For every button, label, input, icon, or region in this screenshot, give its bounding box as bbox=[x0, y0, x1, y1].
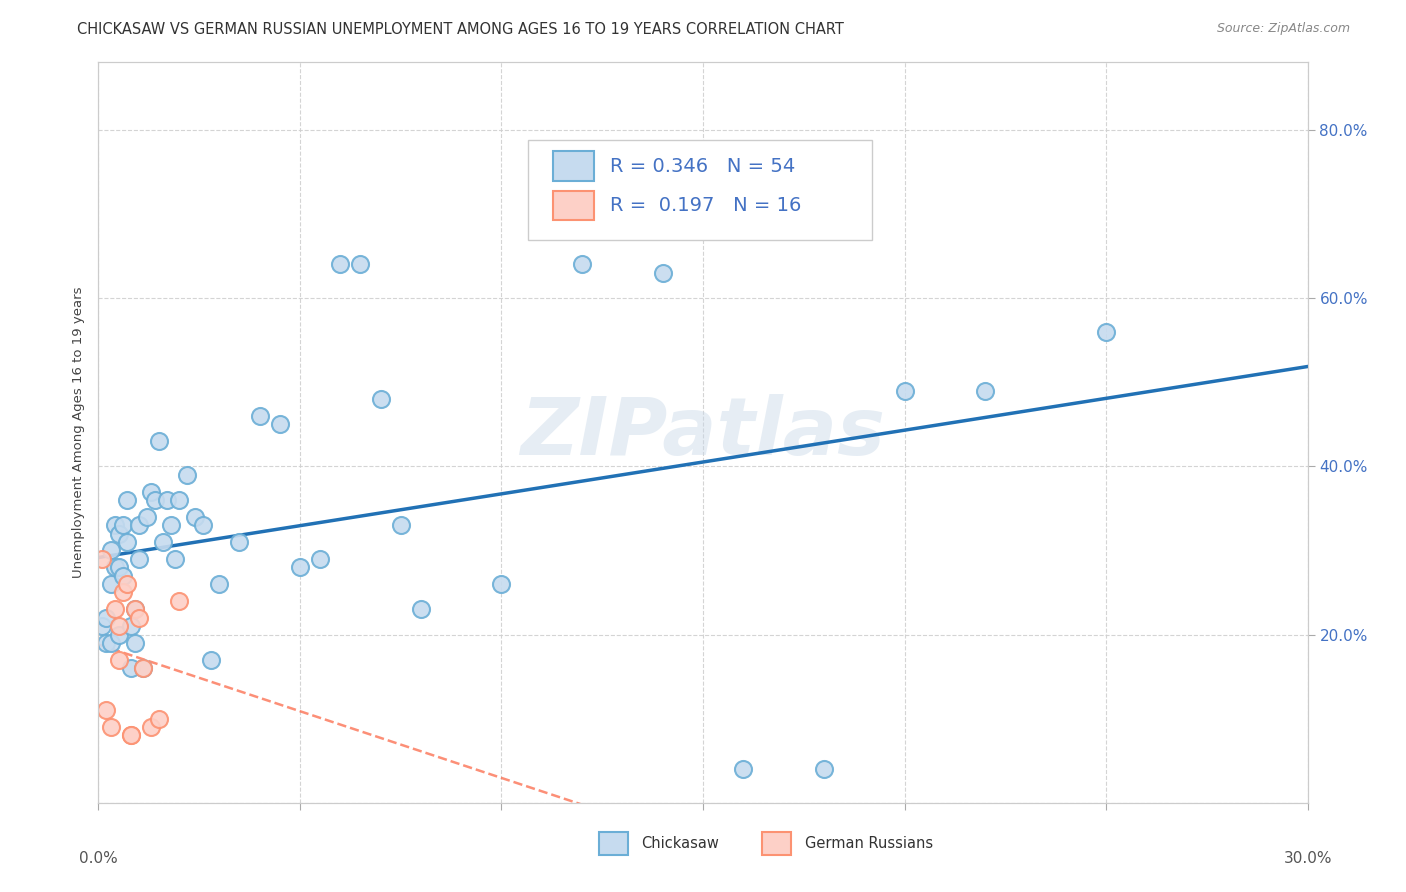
Point bbox=[111, 585, 134, 599]
Point bbox=[193, 518, 215, 533]
Point bbox=[491, 577, 513, 591]
Text: German Russians: German Russians bbox=[804, 836, 932, 851]
Point bbox=[269, 417, 291, 432]
Point bbox=[107, 627, 129, 641]
Point bbox=[228, 535, 250, 549]
Point bbox=[163, 551, 186, 566]
Point bbox=[208, 577, 231, 591]
Point bbox=[120, 729, 142, 743]
Point bbox=[91, 551, 114, 566]
Point bbox=[139, 720, 162, 734]
Point bbox=[200, 653, 222, 667]
Point bbox=[167, 492, 190, 507]
Point bbox=[893, 384, 915, 398]
Text: 0.0%: 0.0% bbox=[79, 851, 118, 866]
Point bbox=[115, 535, 138, 549]
Text: R =  0.197   N = 16: R = 0.197 N = 16 bbox=[610, 196, 801, 215]
Point bbox=[135, 509, 157, 524]
Point bbox=[309, 551, 332, 566]
Point bbox=[124, 602, 146, 616]
FancyBboxPatch shape bbox=[553, 152, 595, 181]
Point bbox=[139, 484, 162, 499]
Point bbox=[100, 543, 122, 558]
Point bbox=[128, 551, 150, 566]
Point bbox=[120, 661, 142, 675]
Point bbox=[115, 492, 138, 507]
Point bbox=[288, 560, 311, 574]
Point bbox=[124, 636, 146, 650]
Point bbox=[370, 392, 392, 406]
Point bbox=[813, 762, 835, 776]
Point bbox=[152, 535, 174, 549]
Point bbox=[124, 602, 146, 616]
Point bbox=[120, 619, 142, 633]
Point bbox=[132, 661, 155, 675]
Point bbox=[111, 518, 134, 533]
FancyBboxPatch shape bbox=[762, 831, 792, 855]
Point bbox=[184, 509, 207, 524]
Point bbox=[571, 257, 593, 271]
Point bbox=[249, 409, 271, 423]
Point bbox=[100, 577, 122, 591]
Y-axis label: Unemployment Among Ages 16 to 19 years: Unemployment Among Ages 16 to 19 years bbox=[72, 287, 86, 578]
Point bbox=[349, 257, 371, 271]
Point bbox=[974, 384, 997, 398]
Point bbox=[107, 619, 129, 633]
Point bbox=[143, 492, 166, 507]
Point bbox=[132, 661, 155, 675]
Point bbox=[100, 636, 122, 650]
FancyBboxPatch shape bbox=[527, 140, 872, 240]
Point bbox=[1095, 325, 1118, 339]
Point bbox=[96, 636, 118, 650]
Text: CHICKASAW VS GERMAN RUSSIAN UNEMPLOYMENT AMONG AGES 16 TO 19 YEARS CORRELATION C: CHICKASAW VS GERMAN RUSSIAN UNEMPLOYMENT… bbox=[77, 22, 844, 37]
Point bbox=[103, 518, 125, 533]
Point bbox=[96, 703, 118, 717]
Point bbox=[91, 619, 114, 633]
Point bbox=[167, 594, 190, 608]
Point bbox=[107, 560, 129, 574]
Point bbox=[389, 518, 412, 533]
Text: ZIPatlas: ZIPatlas bbox=[520, 393, 886, 472]
Point bbox=[96, 610, 118, 624]
Point bbox=[148, 712, 170, 726]
Point bbox=[128, 610, 150, 624]
Point bbox=[120, 729, 142, 743]
FancyBboxPatch shape bbox=[553, 191, 595, 220]
Point bbox=[103, 560, 125, 574]
Point bbox=[100, 720, 122, 734]
Point bbox=[409, 602, 432, 616]
Point bbox=[148, 434, 170, 448]
Point bbox=[329, 257, 352, 271]
Point bbox=[111, 568, 134, 582]
Point bbox=[160, 518, 183, 533]
Point bbox=[733, 762, 755, 776]
Point bbox=[103, 602, 125, 616]
Point bbox=[651, 266, 673, 280]
Text: Source: ZipAtlas.com: Source: ZipAtlas.com bbox=[1216, 22, 1350, 36]
Text: Chickasaw: Chickasaw bbox=[641, 836, 720, 851]
Point bbox=[156, 492, 179, 507]
Point bbox=[107, 526, 129, 541]
Point bbox=[176, 467, 198, 482]
Text: 30.0%: 30.0% bbox=[1284, 851, 1331, 866]
Point bbox=[115, 577, 138, 591]
Text: R = 0.346   N = 54: R = 0.346 N = 54 bbox=[610, 157, 796, 176]
Point bbox=[128, 518, 150, 533]
Point bbox=[107, 653, 129, 667]
FancyBboxPatch shape bbox=[599, 831, 628, 855]
